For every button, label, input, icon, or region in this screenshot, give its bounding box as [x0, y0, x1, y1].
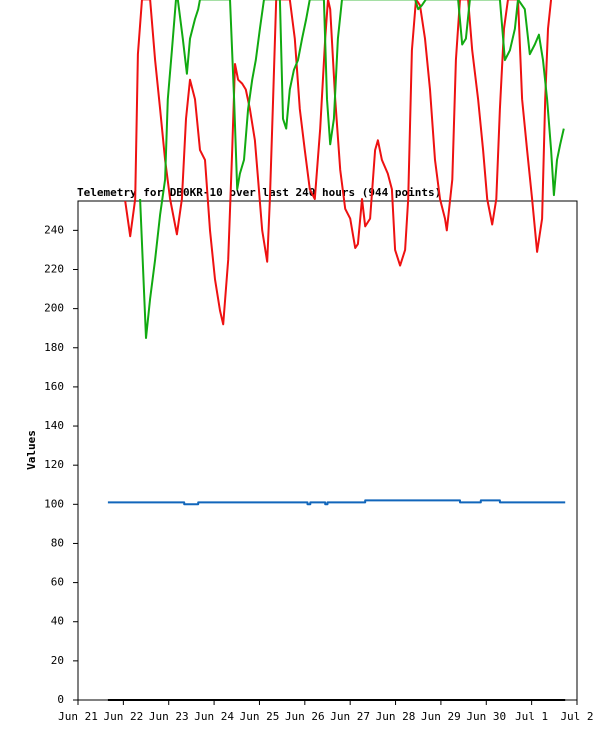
- y-tick-label: 40: [51, 615, 64, 628]
- x-tick-label: Jun 25: [240, 710, 280, 723]
- series-line: [124, 0, 553, 326]
- x-tick-label: Jul 2: [560, 710, 593, 723]
- x-tick-label: Jun 28: [376, 710, 416, 723]
- series-line: [139, 0, 565, 339]
- y-tick-label: 60: [51, 576, 64, 589]
- x-tick-label: Jun 21: [58, 710, 98, 723]
- x-tick-label: Jun 27: [330, 710, 370, 723]
- y-tick-label: 20: [51, 654, 64, 667]
- y-tick-label: 80: [51, 536, 64, 549]
- y-axis-label: Values: [25, 430, 38, 470]
- x-tick-label: Jun 29: [421, 710, 461, 723]
- y-tick-label: 240: [44, 223, 64, 236]
- y-tick-label: 200: [44, 302, 64, 315]
- x-tick-label: Jun 24: [194, 710, 234, 723]
- x-tick-label: Jun 30: [466, 710, 506, 723]
- x-tick-label: Jun 26: [285, 710, 325, 723]
- y-tick-label: 160: [44, 380, 64, 393]
- x-tick-label: Jun 23: [149, 710, 189, 723]
- y-tick-label: 220: [44, 262, 64, 275]
- x-tick-label: Jun 22: [103, 710, 143, 723]
- y-tick-label: 100: [44, 497, 64, 510]
- y-tick-label: 120: [44, 458, 64, 471]
- series-line: [107, 499, 566, 506]
- y-tick-label: 180: [44, 341, 64, 354]
- x-tick-label: Jul 1: [515, 710, 548, 723]
- y-tick-label: 0: [57, 693, 64, 706]
- y-tick-label: 140: [44, 419, 64, 432]
